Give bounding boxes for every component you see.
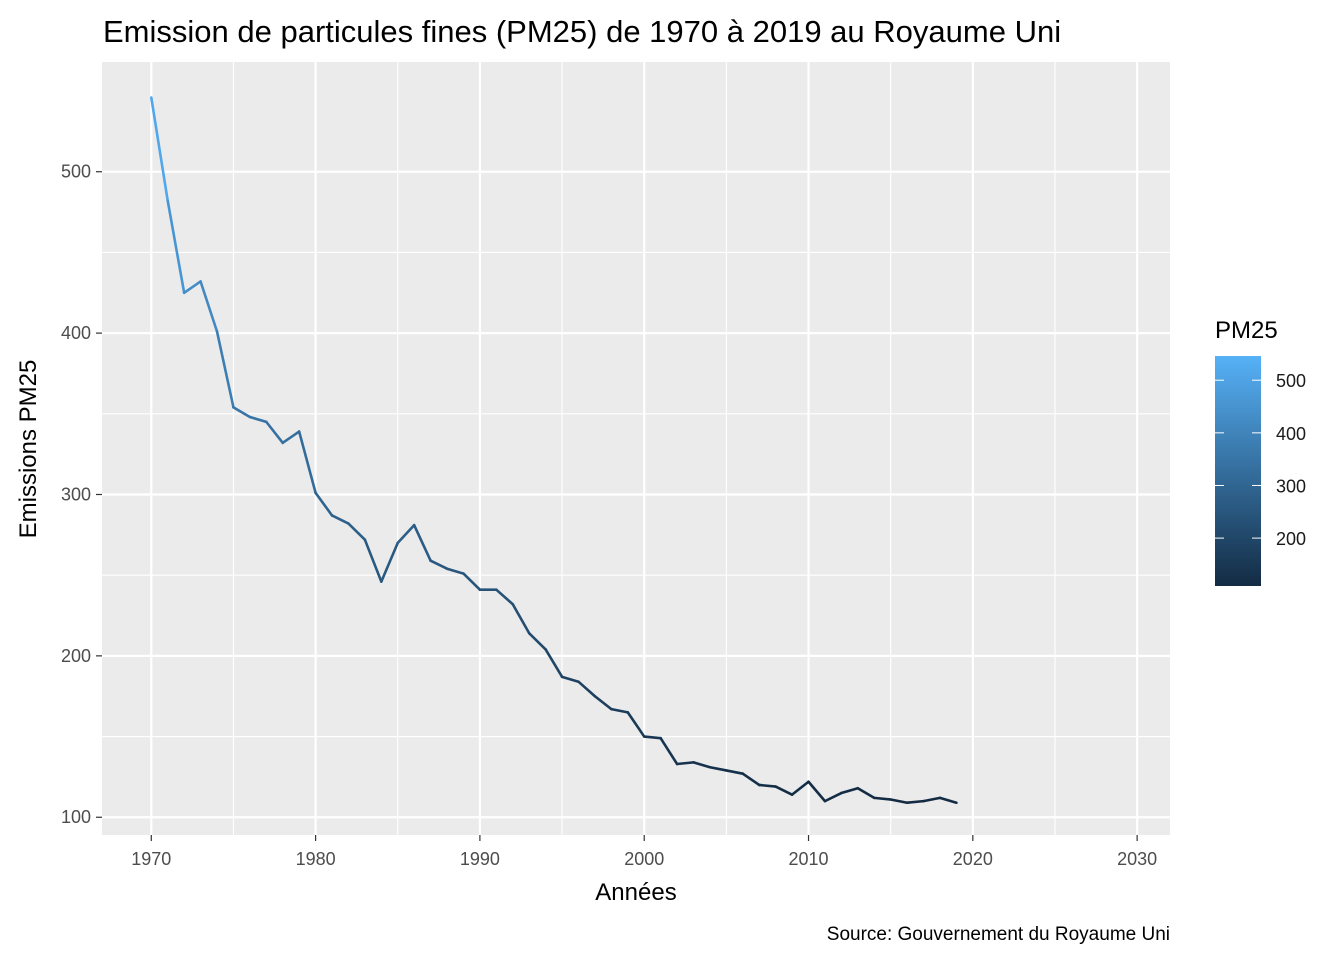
x-tick-label: 2030 bbox=[1117, 849, 1157, 869]
color-legend: PM25 200 300 400 500 bbox=[1215, 317, 1306, 586]
chart-title: Emission de particules fines (PM25) de 1… bbox=[103, 14, 1061, 49]
line-segment bbox=[297, 430, 317, 495]
legend-tick-label: 300 bbox=[1276, 476, 1306, 496]
line-segment bbox=[527, 631, 547, 651]
x-tick-label: 1980 bbox=[296, 849, 336, 869]
line-segment bbox=[741, 772, 761, 787]
line-segment bbox=[725, 769, 745, 775]
line-segment bbox=[774, 785, 794, 796]
legend-colorbar bbox=[1215, 356, 1261, 586]
line-segment bbox=[659, 736, 679, 766]
line-segment bbox=[593, 694, 613, 711]
line-segment bbox=[199, 280, 219, 333]
y-tick-label: 500 bbox=[61, 162, 91, 182]
line-segment bbox=[807, 780, 827, 803]
y-axis-title: Emissions PM25 bbox=[15, 360, 42, 539]
line-segment bbox=[281, 430, 301, 445]
line-segment bbox=[610, 707, 630, 714]
line-segment bbox=[248, 415, 268, 424]
line-segment bbox=[412, 523, 432, 562]
line-segment bbox=[396, 523, 416, 545]
x-tick-label: 2020 bbox=[953, 849, 993, 869]
x-tick-label: 1990 bbox=[460, 849, 500, 869]
minor-gridlines bbox=[102, 62, 1170, 835]
line-segment bbox=[347, 522, 367, 541]
line-segment bbox=[560, 675, 580, 683]
y-tick-label: 400 bbox=[61, 323, 91, 343]
line-segment bbox=[757, 783, 777, 788]
source-caption: Source: Gouvernement du Royaume Uni bbox=[827, 924, 1170, 945]
line-segment bbox=[905, 799, 925, 805]
legend-tick-label: 200 bbox=[1276, 529, 1306, 549]
line-segment bbox=[823, 791, 843, 803]
line-segment bbox=[330, 514, 350, 525]
y-tick-label: 100 bbox=[61, 807, 91, 827]
y-tick-label: 300 bbox=[61, 484, 91, 504]
line-segment bbox=[626, 711, 646, 738]
line-segment bbox=[544, 648, 564, 679]
line-segment bbox=[856, 786, 876, 800]
line-segment bbox=[675, 761, 695, 766]
line-segment bbox=[314, 491, 334, 517]
line-segment bbox=[922, 796, 942, 803]
line-segment bbox=[182, 280, 202, 295]
line-segment bbox=[149, 96, 170, 203]
line-segment bbox=[790, 780, 810, 796]
x-axis-title: Années bbox=[595, 879, 676, 906]
line-segment bbox=[872, 796, 892, 801]
line-segment bbox=[166, 199, 186, 295]
line-segment bbox=[840, 786, 860, 795]
line-segment bbox=[462, 572, 482, 592]
x-tick-label: 2010 bbox=[788, 849, 828, 869]
line-segment bbox=[642, 735, 662, 740]
line-segment bbox=[215, 330, 235, 409]
y-axis: 100 200 300 400 500 bbox=[61, 162, 102, 827]
line-segment bbox=[429, 559, 449, 571]
line-segment bbox=[445, 567, 465, 575]
legend-title: PM25 bbox=[1215, 317, 1278, 344]
legend-tick-label: 400 bbox=[1276, 424, 1306, 444]
y-tick-label: 200 bbox=[61, 646, 91, 666]
x-tick-label: 1970 bbox=[131, 849, 171, 869]
plot-panel bbox=[102, 62, 1170, 835]
x-axis: 1970 1980 1990 2000 2010 2020 2030 bbox=[131, 835, 1157, 869]
legend-ticks: 200 300 400 500 bbox=[1215, 371, 1306, 549]
series-line bbox=[149, 96, 958, 805]
line-segment bbox=[511, 602, 531, 635]
line-segment bbox=[889, 798, 909, 805]
line-segment bbox=[232, 406, 252, 419]
line-segment bbox=[380, 541, 400, 583]
line-segment bbox=[577, 680, 597, 698]
line-segment bbox=[265, 420, 285, 445]
line-segment bbox=[938, 796, 958, 805]
line-segment bbox=[708, 765, 728, 772]
line-segment bbox=[495, 588, 515, 606]
line-segment bbox=[363, 538, 383, 583]
line-segment bbox=[692, 761, 712, 769]
major-gridlines bbox=[102, 62, 1170, 835]
legend-tick-label: 500 bbox=[1276, 371, 1306, 391]
x-tick-label: 2000 bbox=[624, 849, 664, 869]
